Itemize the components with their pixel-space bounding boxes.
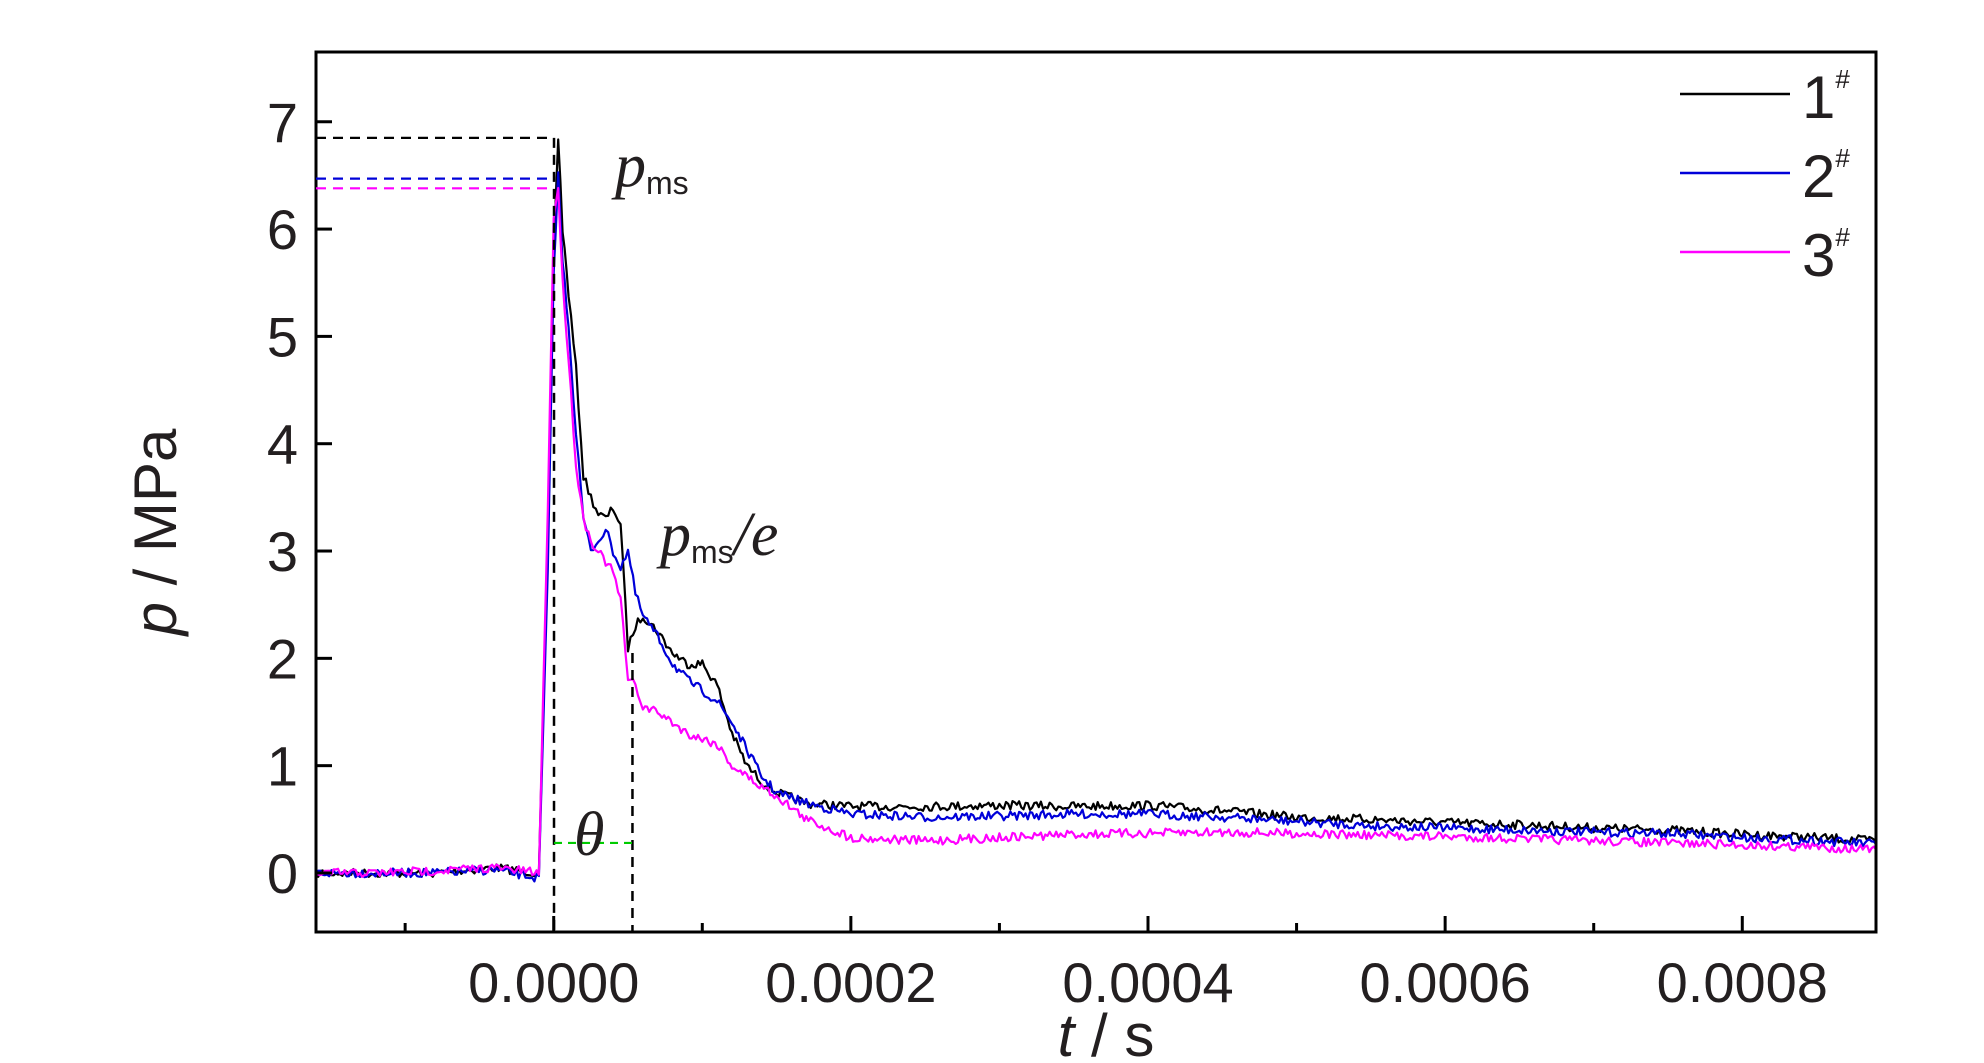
x-tick-label: 0.0002 (765, 951, 936, 1014)
x-tick-label: 0.0008 (1657, 951, 1828, 1014)
x-tick-label: 0.0004 (1062, 951, 1233, 1014)
series-line-2 (315, 171, 1877, 883)
series-line-1 (314, 138, 1877, 878)
y-tick-label: 7 (267, 91, 298, 154)
y-axis-label-var: p (122, 602, 189, 637)
plot-content (314, 138, 1877, 883)
x-axis-label-unit: / s (1074, 1002, 1154, 1063)
legend-label-3: 3# (1802, 222, 1850, 289)
x-tick-label: 0.0000 (468, 951, 639, 1014)
x-tick-label: 0.0006 (1360, 951, 1531, 1014)
pms-e-label: pms/e (656, 501, 778, 570)
y-axis-label-unit: / MPa (122, 428, 189, 602)
series-line-3 (315, 186, 1877, 878)
x-axis-label-var: t (1058, 1002, 1077, 1063)
annotations: pms pms/e θ (316, 132, 778, 932)
axes-layer: 0.0000 0.0002 0.0004 0.0006 0.0008 0 1 2 3 4 5 6 7 (267, 91, 1828, 1014)
y-tick-label: 2 (267, 627, 298, 690)
y-tick-label: 6 (267, 198, 298, 261)
y-tick-label: 3 (267, 520, 298, 583)
legend-label-1: 1# (1802, 64, 1850, 131)
plot-frame (314, 50, 1878, 934)
y-tick-label: 0 (267, 842, 298, 905)
y-tick-label: 4 (267, 413, 298, 476)
legend-label-2: 2# (1802, 143, 1850, 210)
y-tick-label: 1 (267, 735, 298, 798)
y-tick-label: 5 (267, 305, 298, 368)
theta-label: θ (574, 801, 604, 869)
y-axis-label: p / MPa (122, 428, 189, 637)
x-axis-label: t / s (1058, 1002, 1155, 1063)
pms-label: pms (611, 132, 689, 201)
legend: 1# 2# 3# (1680, 64, 1850, 289)
